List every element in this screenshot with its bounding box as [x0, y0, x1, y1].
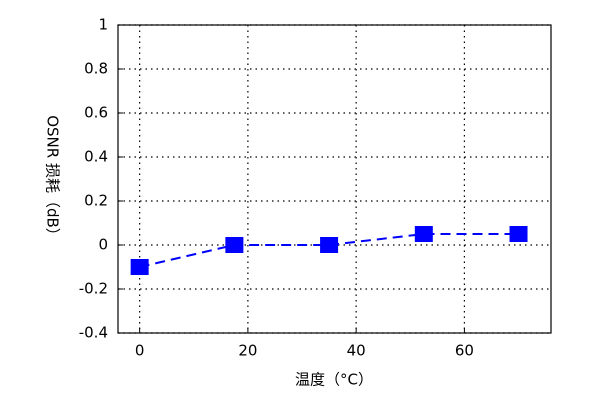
y-axis-label: OSNR 损耗（dB） [44, 115, 62, 243]
y-tick-label: 0 [98, 236, 108, 254]
x-tick-label: 60 [455, 342, 474, 360]
y-tick-label: 0.6 [84, 104, 108, 122]
marker [320, 237, 339, 253]
plot-frame [117, 24, 552, 334]
y-tick-label: 0.8 [84, 60, 108, 78]
marker [130, 259, 149, 275]
y-tick-label: 1 [98, 16, 108, 34]
y-tick-label: -0.4 [79, 324, 108, 342]
x-tick-label: 0 [135, 342, 145, 360]
plot-area [118, 25, 551, 333]
series-line [139, 233, 519, 268]
y-tick-label: -0.2 [79, 280, 108, 298]
x-tick-label: 20 [238, 342, 257, 360]
marker [414, 226, 433, 242]
x-tick-label: 40 [347, 342, 366, 360]
marker [225, 237, 244, 253]
y-tick-label: 0.2 [84, 192, 108, 210]
marker [509, 226, 528, 242]
y-tick-label: 0.4 [84, 148, 108, 166]
x-axis-label: 温度（°C） [295, 371, 373, 389]
